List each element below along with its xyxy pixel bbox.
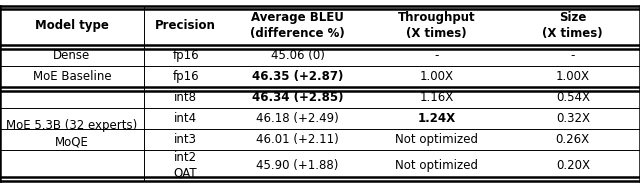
Text: 46.18 (+2.49): 46.18 (+2.49) bbox=[256, 112, 339, 125]
Text: int2
QAT: int2 QAT bbox=[174, 151, 197, 180]
Text: 46.34 (+2.85): 46.34 (+2.85) bbox=[252, 91, 343, 104]
Text: -: - bbox=[435, 49, 439, 62]
Text: Throughput
(X times): Throughput (X times) bbox=[398, 11, 476, 40]
Text: 0.20X: 0.20X bbox=[556, 159, 590, 172]
Text: int4: int4 bbox=[174, 112, 197, 125]
Text: Size
(X times): Size (X times) bbox=[543, 11, 603, 40]
Text: Precision: Precision bbox=[155, 19, 216, 32]
Text: MoE 5.3B (32 experts)
MoQE: MoE 5.3B (32 experts) MoQE bbox=[6, 119, 138, 148]
Text: int8: int8 bbox=[174, 91, 197, 104]
Text: 45.90 (+1.88): 45.90 (+1.88) bbox=[257, 159, 339, 172]
Text: Model type: Model type bbox=[35, 19, 109, 32]
Text: 1.00X: 1.00X bbox=[556, 70, 590, 83]
Text: Not optimized: Not optimized bbox=[396, 133, 478, 146]
Text: 1.24X: 1.24X bbox=[418, 112, 456, 125]
Text: int3: int3 bbox=[174, 133, 197, 146]
Text: 45.06 (0): 45.06 (0) bbox=[271, 49, 324, 62]
Text: fp16: fp16 bbox=[172, 70, 199, 83]
Text: 0.32X: 0.32X bbox=[556, 112, 590, 125]
Text: 1.16X: 1.16X bbox=[420, 91, 454, 104]
Text: Average BLEU
(difference %): Average BLEU (difference %) bbox=[250, 11, 345, 40]
Text: MoE Baseline: MoE Baseline bbox=[33, 70, 111, 83]
Text: 1.00X: 1.00X bbox=[420, 70, 454, 83]
Text: fp16: fp16 bbox=[172, 49, 199, 62]
Text: Dense: Dense bbox=[53, 49, 91, 62]
Text: -: - bbox=[571, 49, 575, 62]
Text: 0.54X: 0.54X bbox=[556, 91, 590, 104]
Text: 46.35 (+2.87): 46.35 (+2.87) bbox=[252, 70, 343, 83]
Text: 46.01 (+2.11): 46.01 (+2.11) bbox=[256, 133, 339, 146]
Text: Not optimized: Not optimized bbox=[396, 159, 478, 172]
Text: 0.26X: 0.26X bbox=[556, 133, 590, 146]
